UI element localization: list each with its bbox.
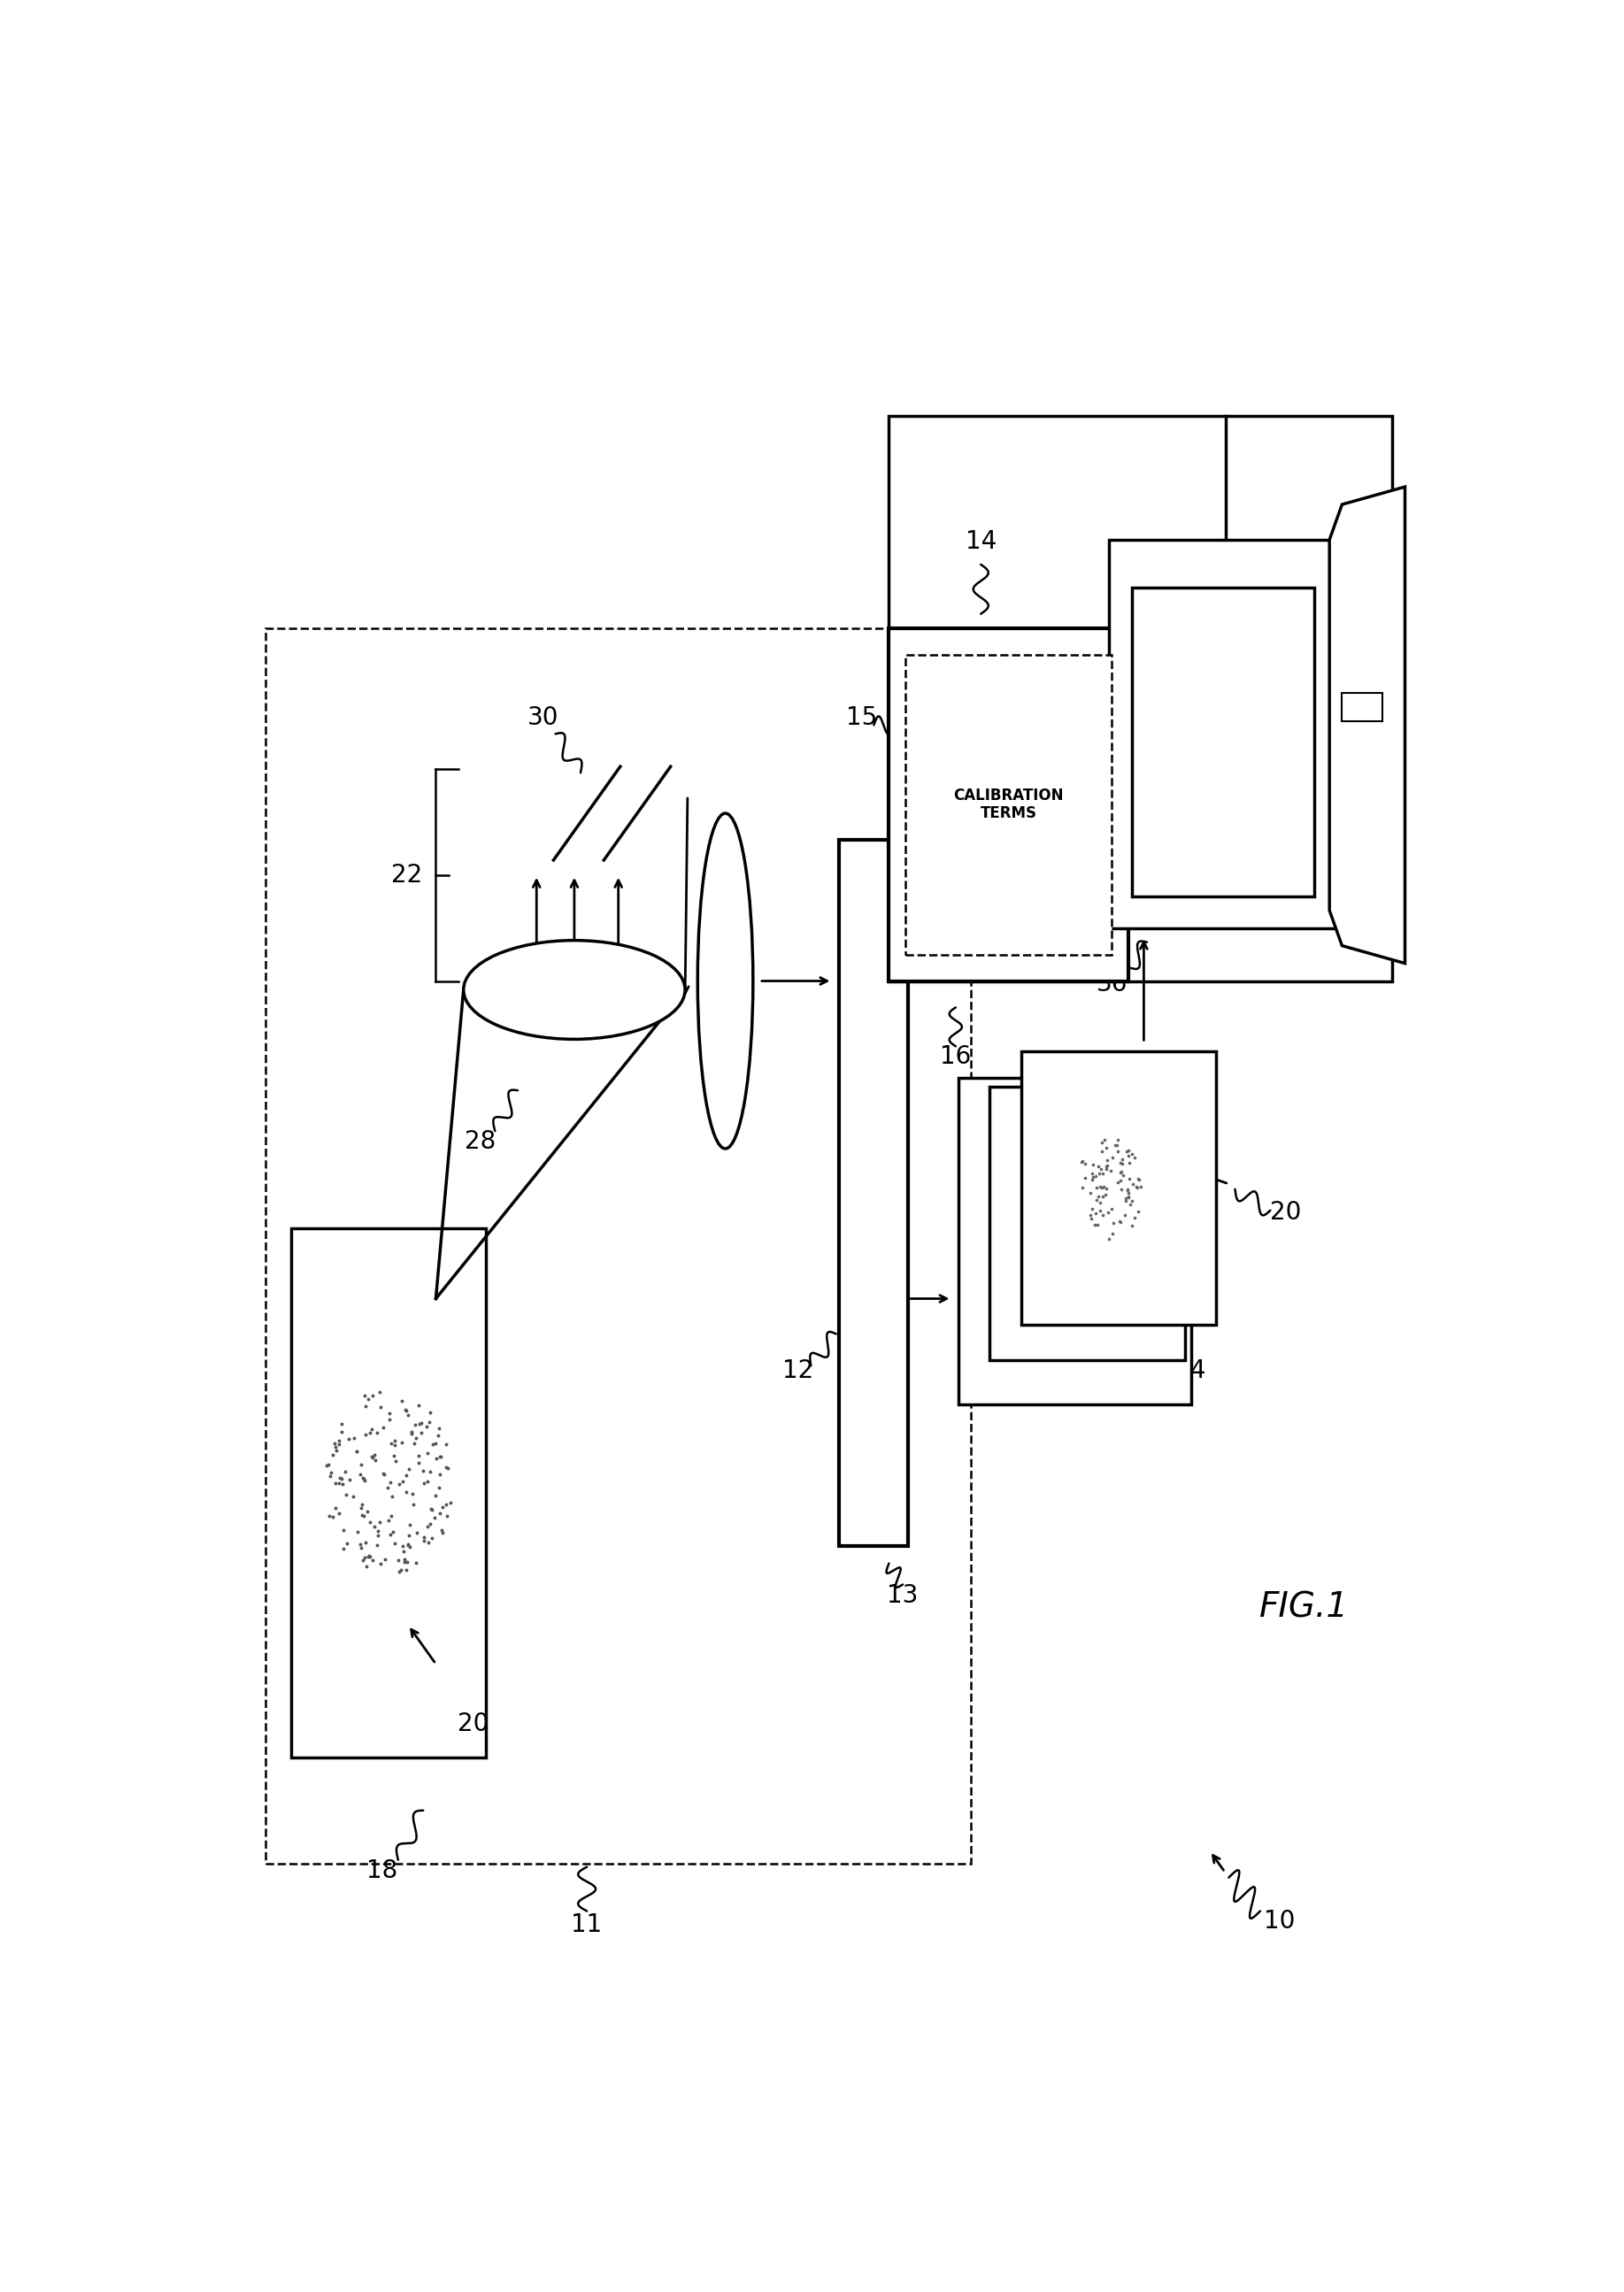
- Bar: [1132, 587, 1314, 896]
- Bar: [888, 417, 1392, 981]
- Text: 20: 20: [458, 1712, 489, 1737]
- Text: FLIGHT
SENSOR: FLIGHT SENSOR: [861, 1169, 885, 1215]
- Bar: [888, 628, 1129, 981]
- Text: 28: 28: [464, 1130, 495, 1153]
- Bar: [989, 1086, 1186, 1361]
- Text: 34: 34: [1176, 1359, 1207, 1384]
- Bar: [838, 839, 908, 1545]
- Text: 14: 14: [965, 529, 997, 555]
- Ellipse shape: [463, 940, 685, 1038]
- Text: 16: 16: [940, 1045, 971, 1070]
- Text: 30: 30: [528, 706, 559, 731]
- Bar: [1109, 541, 1341, 928]
- Bar: [291, 1229, 486, 1758]
- Text: 12: 12: [783, 1359, 814, 1384]
- Bar: [905, 656, 1112, 953]
- Bar: [1341, 692, 1382, 722]
- Text: 18: 18: [365, 1859, 398, 1882]
- Text: 10: 10: [1263, 1909, 1294, 1934]
- Text: FIG.1: FIG.1: [1260, 1591, 1350, 1625]
- Text: 20: 20: [1270, 1199, 1301, 1224]
- Text: 22: 22: [391, 862, 422, 887]
- Bar: [266, 628, 971, 1863]
- Text: 13: 13: [887, 1584, 919, 1607]
- Text: CALIBRATION
TERMS: CALIBRATION TERMS: [953, 788, 1064, 821]
- Text: 11: 11: [572, 1914, 603, 1937]
- Polygon shape: [1330, 486, 1405, 963]
- Text: 36: 36: [1096, 972, 1127, 997]
- Text: 15: 15: [846, 706, 877, 731]
- Bar: [1021, 1052, 1216, 1325]
- Ellipse shape: [698, 814, 754, 1148]
- Bar: [958, 1077, 1190, 1405]
